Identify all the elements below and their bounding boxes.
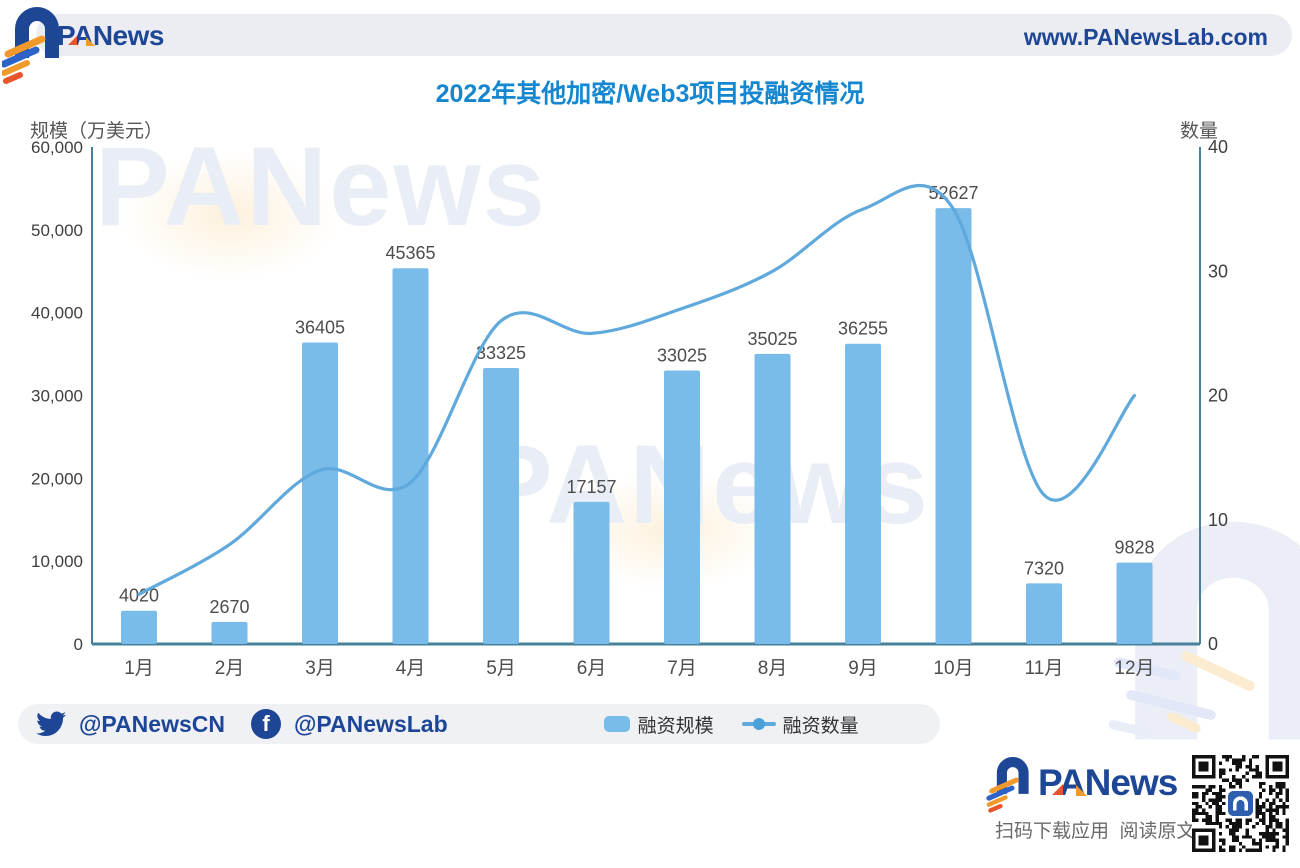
watermark-n-icon — [1135, 521, 1300, 740]
footer-bar: @PANewsCN f @PANewsLab 融资规模 融资数量 — [18, 704, 940, 744]
month-label: 2月 — [215, 658, 245, 679]
bar-value-label: 17157 — [566, 477, 616, 497]
month-label: 1月 — [124, 658, 154, 679]
watermark-glow — [120, 150, 340, 280]
panews-logo-icon — [2, 7, 59, 84]
bar — [935, 208, 972, 645]
bar — [1026, 583, 1062, 644]
legend-line-label: 融资数量 — [782, 715, 859, 737]
bar-value-label: 9828 — [1114, 538, 1154, 558]
month-label: 11月 — [1025, 658, 1064, 679]
website-link[interactable]: www.PANewsLab.com — [1023, 24, 1268, 50]
bar — [664, 370, 700, 644]
twitter-handle[interactable]: @PANewsCN — [79, 710, 225, 737]
bar — [573, 501, 610, 644]
bar-value-label: 45365 — [385, 243, 435, 263]
legend-line-marker — [741, 718, 776, 730]
right-axis-title: 数量 — [1180, 121, 1219, 142]
month-label: 6月 — [577, 658, 607, 679]
wordmark-accent-red — [68, 36, 77, 45]
facebook-icon: f — [250, 709, 281, 739]
brand-wordmark: PANews — [57, 20, 164, 51]
left-tick-label: 0 — [74, 635, 83, 654]
promo-wordmark: PANews — [1038, 762, 1178, 803]
bar-value-label: 33325 — [476, 343, 526, 363]
line-series — [137, 184, 1137, 596]
month-label: 3月 — [305, 658, 335, 679]
left-tick-label: 10,000 — [31, 552, 83, 571]
wordmark-accent-orange — [86, 37, 95, 46]
bar-value-label: 36255 — [838, 319, 888, 339]
bar — [845, 343, 881, 644]
month-label: 12月 — [1114, 658, 1154, 679]
month-label: 4月 — [396, 658, 426, 679]
header-bar — [36, 14, 1292, 56]
month-label: 8月 — [758, 658, 788, 679]
bar-value-label: 7320 — [1024, 558, 1064, 578]
left-tick-label: 40,000 — [31, 304, 83, 323]
chart-title: 2022年其他加密/Web3项目投融资情况 — [435, 80, 865, 108]
month-label: 7月 — [667, 658, 697, 679]
right-tick-label: 0 — [1208, 634, 1218, 654]
twitter-icon — [36, 711, 66, 737]
left-axis-title: 规模（万美元） — [30, 121, 164, 142]
bar — [754, 353, 791, 644]
left-tick-label: 60,000 — [31, 138, 83, 157]
month-label: 5月 — [486, 658, 516, 679]
legend-bar-label: 融资规模 — [637, 715, 714, 737]
right-tick-label: 20 — [1208, 386, 1228, 406]
promo-accent-red — [1052, 784, 1063, 795]
promo-panews-logo-icon — [986, 757, 1029, 813]
left-tick-label: 20,000 — [31, 469, 83, 488]
month-label: 10月 — [933, 658, 973, 679]
month-label: 9月 — [848, 658, 878, 679]
left-tick-label: 50,000 — [31, 221, 83, 240]
bar — [1116, 562, 1153, 644]
bar — [483, 367, 519, 644]
bar — [302, 342, 338, 644]
right-tick-label: 10 — [1208, 510, 1228, 530]
bar-value-label: 36405 — [295, 317, 345, 337]
right-tick-label: 30 — [1208, 261, 1228, 281]
legend-bar-swatch — [603, 716, 630, 732]
bar-value-label: 52627 — [928, 183, 978, 203]
bar-value-label: 33025 — [657, 345, 707, 365]
bar — [392, 268, 429, 644]
qr-code — [1192, 755, 1289, 852]
facebook-handle[interactable]: @PANewsLab — [293, 710, 448, 737]
bar-value-label: 2670 — [209, 597, 249, 617]
promo-accent-orange — [1076, 785, 1087, 796]
left-tick-label: 30,000 — [31, 387, 83, 406]
bar — [121, 610, 157, 644]
legend-line-dot — [752, 718, 765, 730]
promo-caption: 扫码下载应用 阅读原文 — [995, 821, 1196, 842]
bar-value-label: 35025 — [747, 329, 797, 349]
right-tick-label: 40 — [1208, 137, 1228, 157]
bar — [211, 621, 248, 644]
watermark-text: PANews — [95, 124, 547, 249]
